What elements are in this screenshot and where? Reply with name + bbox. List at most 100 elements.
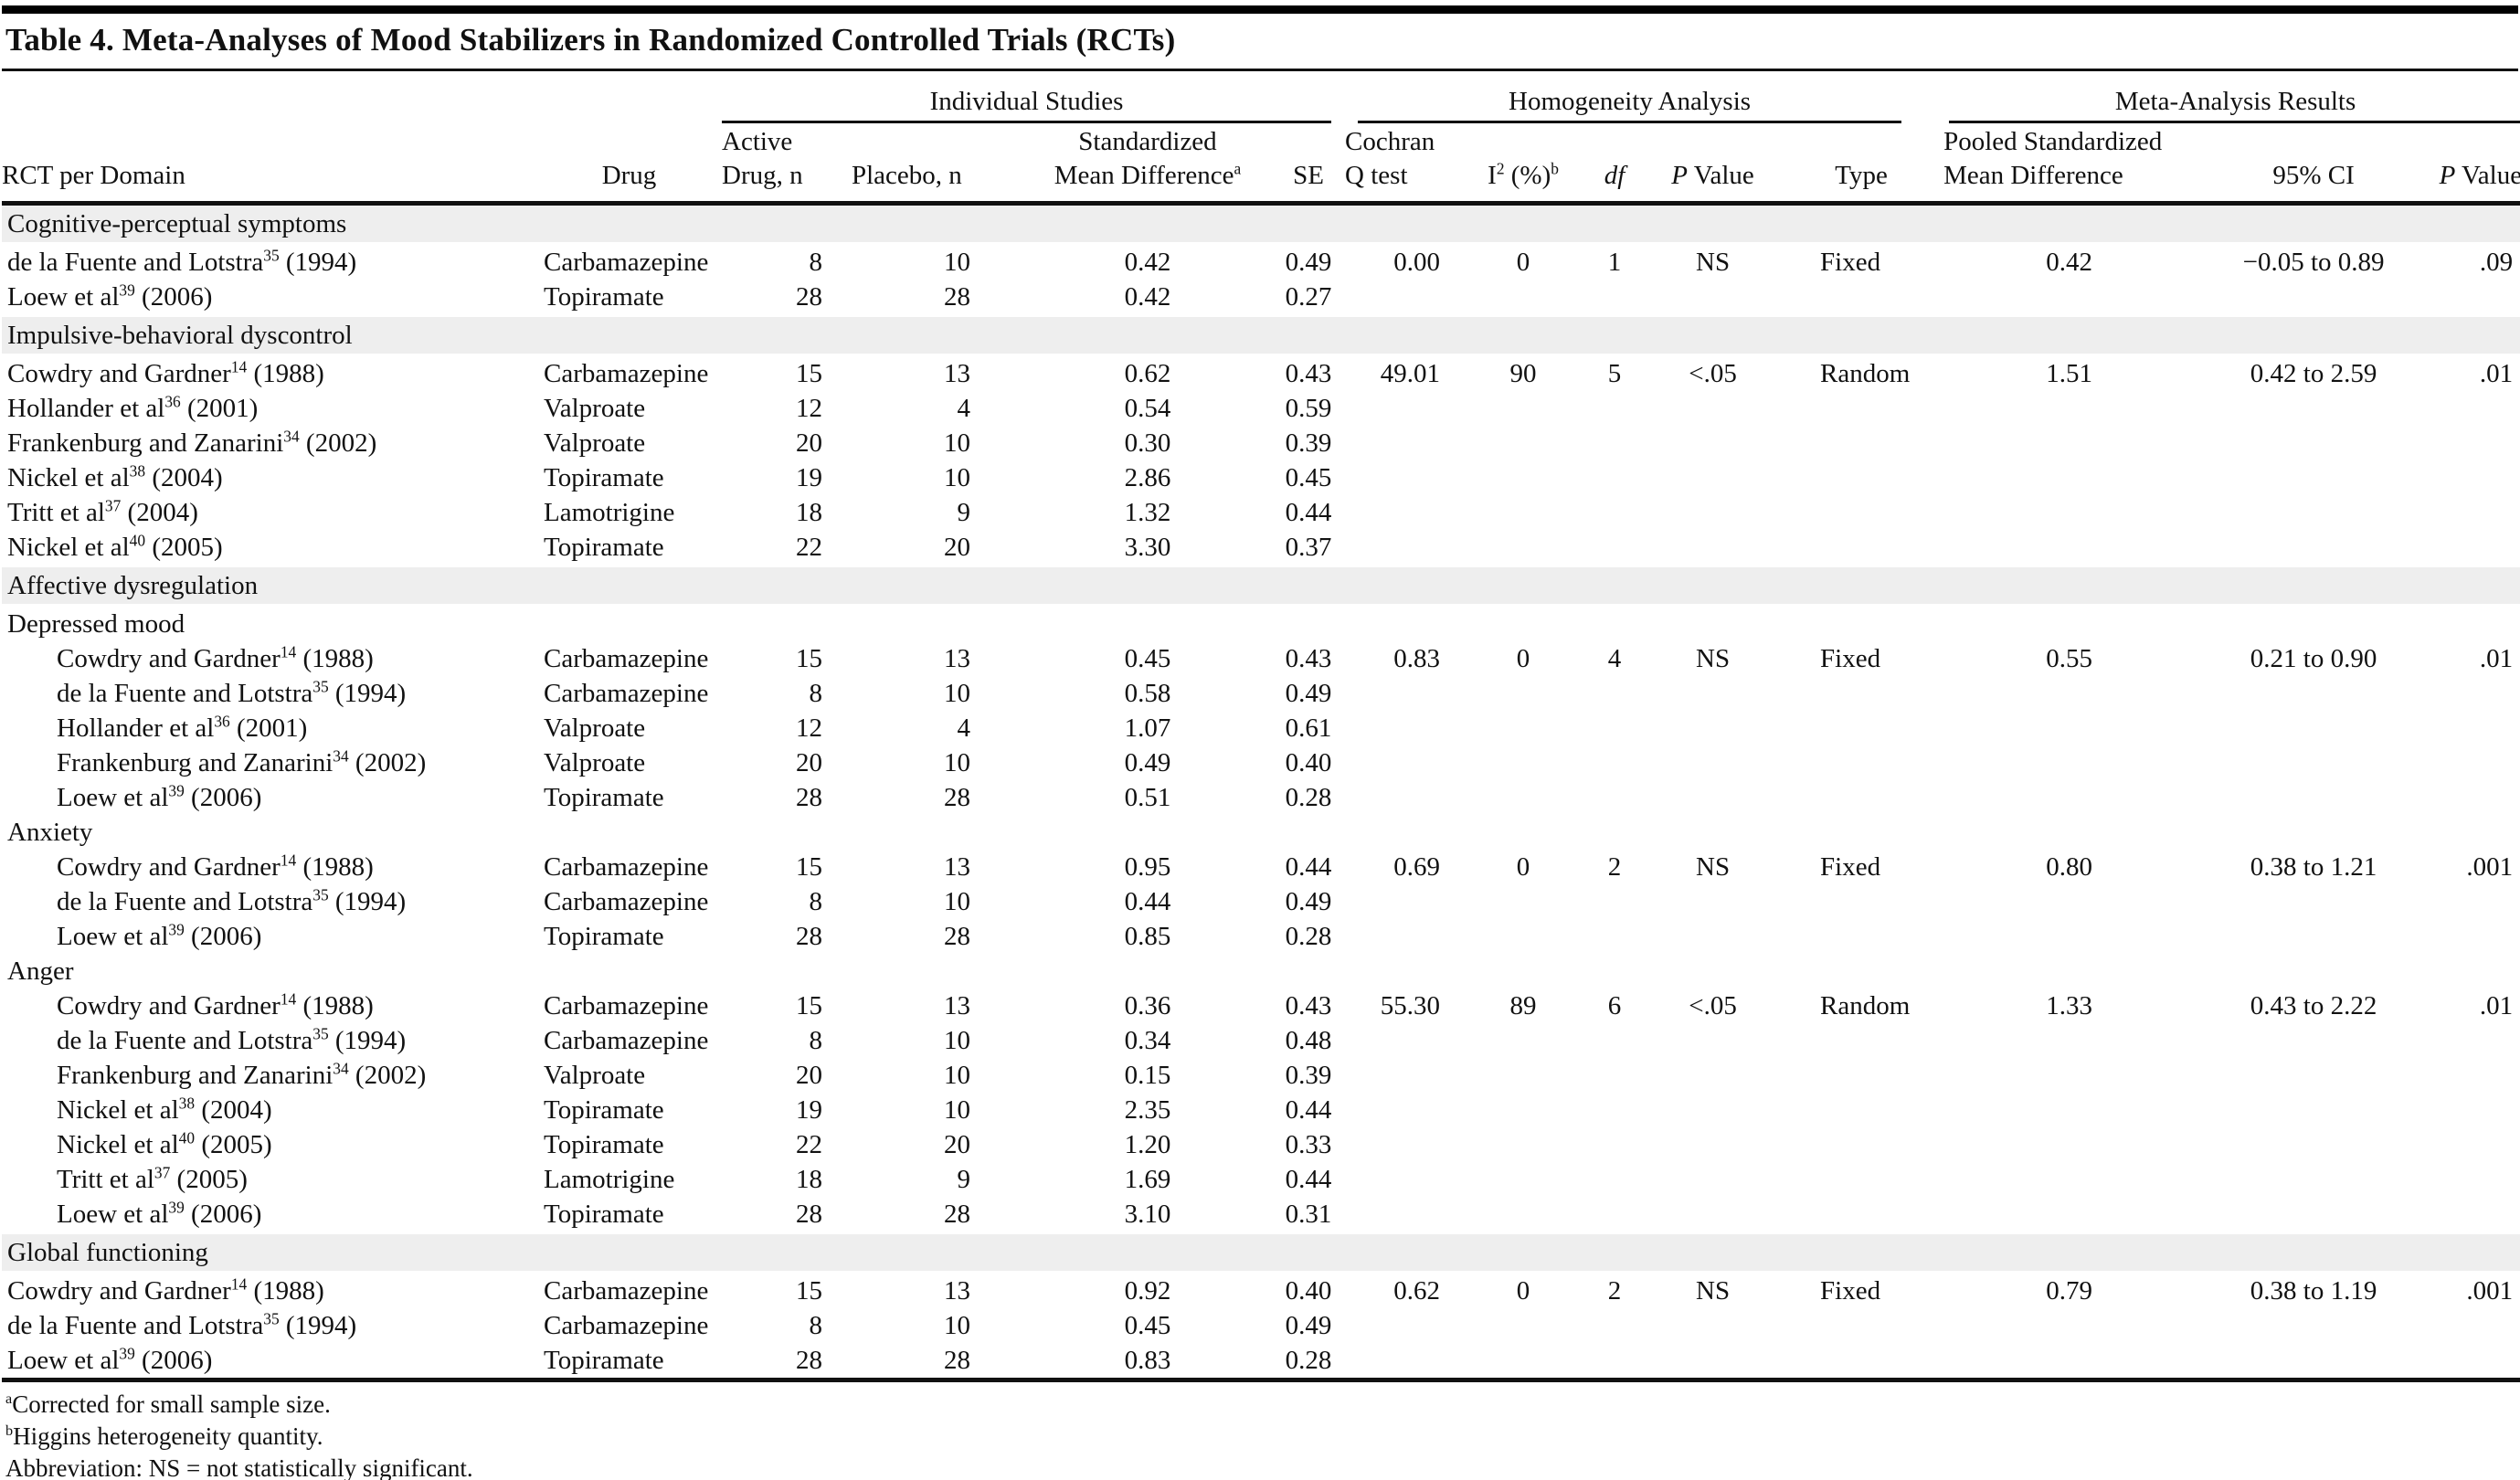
standardized-mean-difference-cell: 1.69 xyxy=(1124,1165,1171,1194)
drug-cell: Topiramate xyxy=(544,1200,664,1229)
active-drug-n-cell: 15 xyxy=(796,644,822,673)
placebo-n-cell: 10 xyxy=(944,887,970,916)
drug-cell: Carbamazepine xyxy=(544,248,709,277)
study-row: Loew et al39 (2006) Topiramate 28 28 0.5… xyxy=(2,780,2520,815)
footnote-a: aCorrected for small sample size. xyxy=(5,1390,331,1418)
study-row: Nickel et al40 (2005) Topiramate 22 20 1… xyxy=(2,1127,2520,1162)
se-cell: 0.27 xyxy=(1285,282,1332,312)
study-author: Frankenburg and Zanarini xyxy=(7,428,284,458)
homogeneity-p-value-cell xyxy=(1646,676,1779,711)
pooled-smd-cell xyxy=(1943,530,2195,566)
homogeneity-p-value-cell: <.05 xyxy=(1689,991,1737,1020)
df-cell xyxy=(1583,1308,1646,1343)
study-name-cell: Tritt et al37 (2005) xyxy=(2,1162,536,1197)
study-row: Loew et al39 (2006) Topiramate 28 28 0.8… xyxy=(2,1343,2520,1380)
se-cell: 0.28 xyxy=(1285,1346,1332,1375)
drug-cell: Topiramate xyxy=(544,783,664,812)
placebo-n-cell: 28 xyxy=(944,922,970,951)
df-cell xyxy=(1583,1197,1646,1233)
study-author: Hollander et al xyxy=(7,394,165,423)
study-row: Frankenburg and Zanarini34 (2002) Valpro… xyxy=(2,426,2520,460)
placebo-n-cell: 10 xyxy=(944,428,970,458)
drug-cell: Lamotrigine xyxy=(544,1165,675,1194)
homogeneity-p-value-cell: NS xyxy=(1696,852,1731,882)
model-type-cell: Fixed xyxy=(1820,1276,1881,1306)
active-drug-n-cell: 20 xyxy=(796,1061,822,1090)
footnote-marker-a: a xyxy=(1234,159,1242,178)
meta-p-value-cell xyxy=(2432,711,2520,745)
drug-cell: Valproate xyxy=(544,1061,646,1090)
pooled-smd-cell xyxy=(1943,711,2195,745)
df-cell: 5 xyxy=(1607,359,1622,388)
header-standardized-mean-difference: Standardized Mean Differencea xyxy=(1023,123,1272,206)
standardized-mean-difference-cell: 2.86 xyxy=(1124,463,1171,492)
active-drug-n-cell: 15 xyxy=(796,1276,822,1306)
study-author: Frankenburg and Zanarini xyxy=(57,748,334,777)
subsection-header-row: Anxiety xyxy=(2,815,2520,850)
active-drug-n-cell: 22 xyxy=(796,1130,822,1159)
homogeneity-p-value-cell xyxy=(1646,530,1779,566)
header-pooled-standardized-mean-difference: Pooled Standardized Mean Difference xyxy=(1943,123,2196,206)
cochran-q-cell xyxy=(1345,1343,1464,1380)
standardized-mean-difference-cell: 1.32 xyxy=(1124,498,1171,527)
reference-superscript: 39 xyxy=(119,1344,135,1363)
study-author: Loew et al xyxy=(57,1200,169,1229)
model-type-cell xyxy=(1779,745,1943,780)
model-type-cell: Fixed xyxy=(1820,248,1881,277)
study-name-cell: Hollander et al36 (2001) xyxy=(2,391,536,426)
se-cell: 0.28 xyxy=(1285,783,1332,812)
study-row: Hollander et al36 (2001) Valproate 12 4 … xyxy=(2,391,2520,426)
se-cell: 0.45 xyxy=(1285,463,1332,492)
reference-superscript: 36 xyxy=(164,392,181,411)
study-row: Cowdry and Gardner14 (1988) Carbamazepin… xyxy=(2,355,2520,392)
spanner-meta-analysis-results: Meta-Analysis Results xyxy=(1943,73,2520,123)
section-header-row: Global functioning xyxy=(2,1232,2520,1274)
placebo-n-cell: 28 xyxy=(944,783,970,812)
homogeneity-p-value-cell xyxy=(1646,280,1779,316)
cochran-q-cell xyxy=(1345,1023,1464,1058)
standardized-mean-difference-cell: 0.83 xyxy=(1124,1346,1171,1375)
ci-cell xyxy=(2195,1023,2432,1058)
reference-superscript: 39 xyxy=(168,920,185,939)
study-year: (2006) xyxy=(134,282,213,312)
placebo-n-cell: 10 xyxy=(944,1095,970,1125)
drug-cell: Valproate xyxy=(544,394,646,423)
standardized-mean-difference-cell: 2.35 xyxy=(1124,1095,1171,1125)
study-row: Cowdry and Gardner14 (1988) Carbamazepin… xyxy=(2,850,2520,884)
ci-cell: 0.43 to 2.22 xyxy=(2250,991,2377,1020)
study-author: Loew et al xyxy=(57,922,169,951)
study-row: Nickel et al38 (2004) Topiramate 19 10 2… xyxy=(2,1093,2520,1127)
reference-superscript: 38 xyxy=(178,1094,196,1113)
active-drug-n-cell: 28 xyxy=(796,282,822,312)
placebo-n-cell: 10 xyxy=(944,463,970,492)
cochran-q-cell xyxy=(1345,745,1464,780)
drug-cell: Carbamazepine xyxy=(544,991,709,1020)
standardized-mean-difference-cell: 0.54 xyxy=(1124,394,1171,423)
se-cell: 0.43 xyxy=(1285,644,1332,673)
reference-superscript: 35 xyxy=(263,246,280,265)
study-row: Loew et al39 (2006) Topiramate 28 28 3.1… xyxy=(2,1197,2520,1233)
i-squared-cell xyxy=(1464,1058,1583,1093)
study-row: Frankenburg and Zanarini34 (2002) Valpro… xyxy=(2,1058,2520,1093)
study-year: (2005) xyxy=(170,1165,248,1194)
model-type-cell xyxy=(1779,1343,1943,1380)
ci-cell xyxy=(2195,1197,2432,1233)
homogeneity-p-value-cell xyxy=(1646,1343,1779,1380)
active-drug-n-cell: 8 xyxy=(809,1311,823,1340)
df-cell xyxy=(1583,1023,1646,1058)
se-cell: 0.31 xyxy=(1285,1200,1332,1229)
homogeneity-p-value-cell xyxy=(1646,460,1779,495)
i-squared-cell: 0 xyxy=(1516,852,1530,882)
pooled-smd-cell xyxy=(1943,1162,2195,1197)
i-squared-cell xyxy=(1464,1343,1583,1380)
study-name-cell: Cowdry and Gardner14 (1988) xyxy=(2,850,536,884)
cochran-q-cell: 49.01 xyxy=(1380,359,1441,388)
reference-superscript: 14 xyxy=(280,989,297,1009)
standardized-mean-difference-cell: 0.45 xyxy=(1124,1311,1171,1340)
placebo-n-cell: 13 xyxy=(944,852,970,882)
i-squared-cell: 0 xyxy=(1516,1276,1530,1306)
model-type-cell xyxy=(1779,711,1943,745)
model-type-cell: Random xyxy=(1820,359,1911,388)
se-cell: 0.44 xyxy=(1285,1095,1332,1125)
study-name-cell: de la Fuente and Lotstra35 (1994) xyxy=(2,1308,536,1343)
